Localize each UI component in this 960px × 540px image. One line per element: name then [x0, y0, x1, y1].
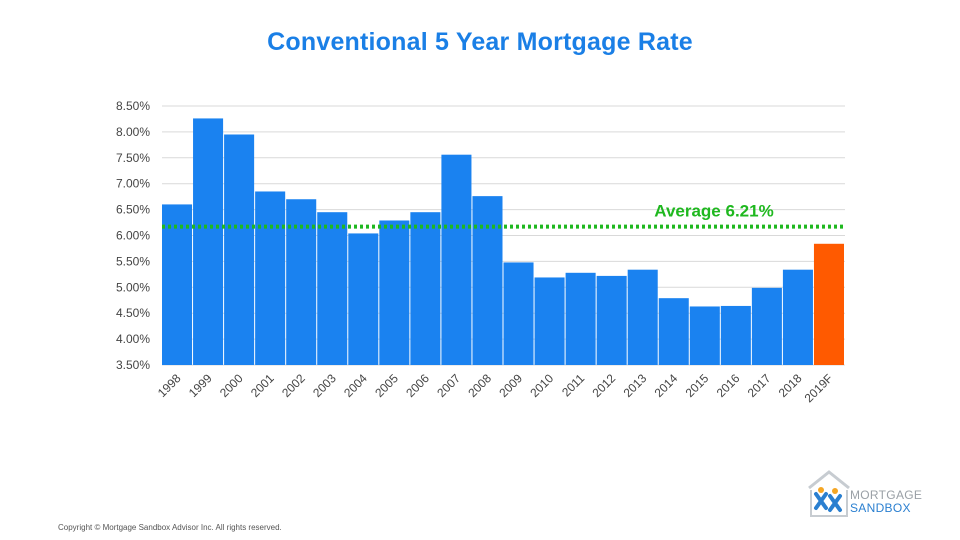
- y-tick-label: 7.50%: [116, 151, 150, 165]
- copyright-text: Copyright © Mortgage Sandbox Advisor Inc…: [58, 523, 282, 532]
- x-tick-label: 2000: [217, 371, 246, 400]
- x-tick-label: 2004: [341, 371, 370, 400]
- x-tick-label: 2007: [434, 371, 463, 400]
- average-label: Average 6.21%: [654, 202, 773, 221]
- bar: [255, 191, 286, 365]
- x-tick-label: 2010: [527, 371, 556, 400]
- house-logo-icon: [808, 470, 850, 517]
- bar: [193, 118, 224, 365]
- x-tick-label: 2014: [652, 371, 681, 400]
- bar: [503, 262, 534, 365]
- bar: [627, 269, 658, 365]
- x-tick-label: 2012: [589, 371, 618, 400]
- x-tick-label: 2009: [496, 371, 525, 400]
- y-tick-label: 5.50%: [116, 254, 150, 268]
- y-tick-label: 5.00%: [116, 280, 150, 294]
- bar: [224, 134, 255, 365]
- x-tick-label: 2017: [745, 371, 774, 400]
- y-tick-label: 3.50%: [116, 358, 150, 372]
- x-tick-label: 2013: [621, 371, 650, 400]
- x-tick-label: 2001: [248, 371, 277, 400]
- bar: [720, 305, 751, 365]
- bar: [751, 287, 782, 365]
- logo-text-sandbox: SANDBOX: [850, 501, 911, 515]
- y-tick-label: 4.50%: [116, 306, 150, 320]
- bar: [410, 212, 441, 365]
- chart-title: Conventional 5 Year Mortgage Rate: [267, 28, 693, 56]
- x-tick-label: 2006: [403, 371, 432, 400]
- bar: [782, 269, 813, 365]
- x-tick-label: 2005: [372, 371, 401, 400]
- x-tick-label: 2015: [683, 371, 712, 400]
- y-tick-label: 8.00%: [116, 125, 150, 139]
- bar: [286, 199, 317, 365]
- bar: [689, 306, 720, 365]
- mortgage-sandbox-logo: MORTGAGE SANDBOX: [806, 468, 926, 520]
- y-tick-label: 6.50%: [116, 203, 150, 217]
- bar: [596, 275, 627, 365]
- bar: [534, 277, 565, 365]
- bar: [162, 204, 193, 365]
- y-tick-label: 8.50%: [116, 99, 150, 113]
- x-tick-label: 2008: [465, 371, 494, 400]
- bar: [441, 154, 472, 365]
- x-tick-label: 2018: [776, 371, 805, 400]
- y-tick-label: 4.00%: [116, 332, 150, 346]
- x-tick-label: 2011: [559, 371, 587, 399]
- x-tick-label: 1998: [155, 371, 184, 400]
- x-tick-label: 2003: [310, 371, 339, 400]
- bar: [658, 298, 689, 365]
- bar: [472, 196, 503, 365]
- bar: [317, 212, 348, 365]
- bar: [348, 233, 379, 365]
- bar: [379, 220, 410, 365]
- y-tick-label: 6.00%: [116, 229, 150, 243]
- bar: [565, 272, 596, 365]
- bar: [813, 243, 844, 365]
- logo-text-mortgage: MORTGAGE: [850, 488, 923, 502]
- x-tick-label: 1999: [186, 371, 215, 400]
- x-tick-label: 2019F: [802, 371, 836, 405]
- x-tick-label: 2002: [279, 371, 308, 400]
- y-tick-label: 7.00%: [116, 177, 150, 191]
- x-tick-label: 2016: [714, 371, 743, 400]
